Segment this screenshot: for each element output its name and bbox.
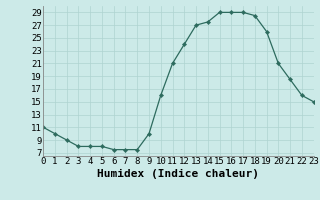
X-axis label: Humidex (Indice chaleur): Humidex (Indice chaleur) — [97, 169, 260, 179]
